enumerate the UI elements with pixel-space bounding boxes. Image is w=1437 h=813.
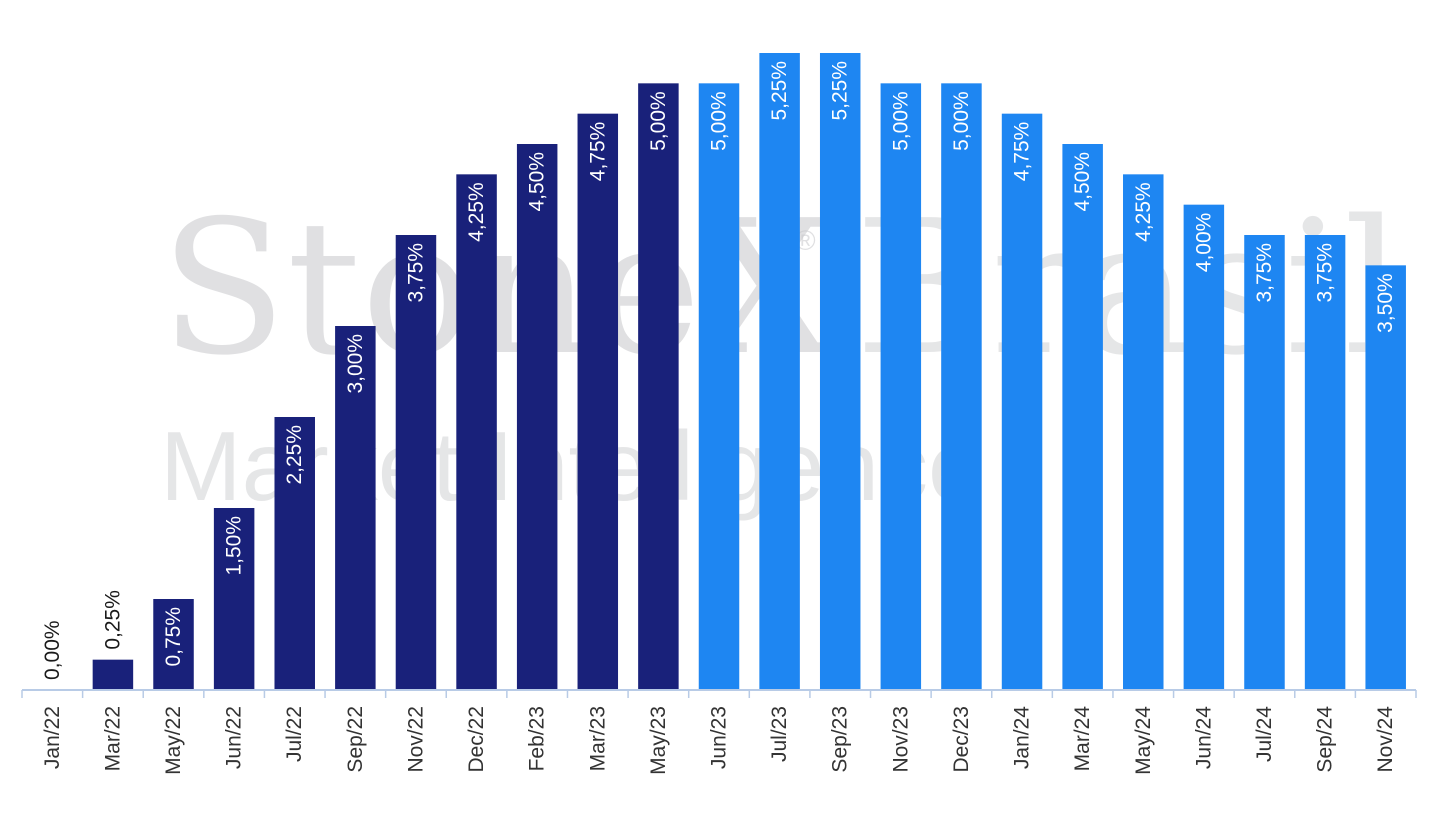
- x-tick-label: Nov/23: [889, 706, 912, 773]
- bar: [92, 659, 134, 690]
- x-tick-label: Dec/22: [465, 706, 488, 773]
- data-label: 4,50%: [1071, 152, 1094, 212]
- x-axis-tick-labels: Jan/22 Mar/22 May/22 Jun/22 Jul/22 Sep/22 Nov/…: [41, 706, 1397, 775]
- data-label: 3,75%: [404, 243, 427, 303]
- x-tick-label: Sep/23: [829, 706, 852, 773]
- bar: [274, 417, 315, 690]
- data-label: 5,00%: [647, 91, 670, 151]
- x-tick-label: Mar/24: [1071, 706, 1094, 772]
- bar: [880, 83, 922, 691]
- bar: [941, 83, 982, 691]
- data-label: 3,75%: [1253, 243, 1276, 303]
- data-label: 4,75%: [1011, 122, 1034, 182]
- data-label: 4,25%: [1132, 182, 1155, 242]
- data-label: 4,50%: [526, 152, 549, 212]
- data-label: 3,50%: [1374, 273, 1397, 333]
- data-label: 0,75%: [162, 607, 185, 667]
- bar: [1304, 235, 1346, 690]
- x-axis-ticks: [21, 690, 1417, 698]
- x-tick-label: Dec/23: [950, 706, 973, 773]
- x-tick-label: Nov/24: [1374, 706, 1397, 773]
- x-tick-label: Nov/22: [404, 706, 427, 773]
- data-label: 5,25%: [768, 61, 791, 121]
- data-label: 0,00%: [41, 620, 64, 680]
- data-label: 4,75%: [586, 122, 609, 182]
- data-label: 1,50%: [223, 516, 246, 576]
- bars: [92, 53, 1406, 691]
- bar: [1365, 265, 1406, 690]
- bar: [1244, 235, 1285, 690]
- data-label: 5,00%: [889, 91, 912, 151]
- data-label: 5,00%: [708, 91, 731, 151]
- x-tick-label: May/23: [647, 706, 670, 775]
- x-tick-label: Sep/24: [1314, 706, 1337, 773]
- bar: [759, 53, 800, 690]
- data-label: 3,75%: [1314, 243, 1337, 303]
- x-tick-label: Jun/23: [708, 706, 731, 769]
- data-label: 0,25%: [101, 590, 124, 650]
- bar: [153, 599, 194, 690]
- x-tick-label: Jan/24: [1011, 706, 1034, 769]
- data-label: 5,25%: [829, 61, 852, 121]
- x-tick-label: Jun/22: [223, 706, 246, 769]
- data-label: 4,25%: [465, 182, 488, 242]
- x-tick-label: Mar/23: [586, 706, 609, 771]
- x-tick-label: Jul/24: [1253, 706, 1276, 762]
- bar: [638, 83, 679, 691]
- bar: [395, 235, 437, 690]
- bar: [1123, 174, 1164, 691]
- bar: [1001, 113, 1043, 690]
- x-tick-label: May/24: [1132, 706, 1155, 775]
- data-label: 2,25%: [283, 425, 306, 485]
- bar: [698, 83, 740, 691]
- bar: [335, 326, 376, 690]
- data-labels: 0,00% 0,25% 0,75% 1,50% 2,25% 3,00% 3,75% 4,25%…: [41, 61, 1397, 680]
- bar: [1183, 204, 1225, 690]
- x-tick-label: May/22: [162, 706, 185, 775]
- bar: [819, 53, 861, 690]
- bar: [456, 174, 497, 691]
- x-tick-label: Jan/22: [41, 706, 64, 769]
- bar: [516, 144, 558, 690]
- x-tick-label: Jul/22: [283, 706, 306, 762]
- x-tick-label: Jul/23: [768, 706, 791, 762]
- bar: [213, 508, 255, 690]
- x-tick-label: Mar/22: [101, 706, 124, 771]
- x-tick-label: Sep/22: [344, 706, 367, 773]
- data-label: 5,00%: [950, 91, 973, 151]
- bar: [577, 113, 619, 690]
- x-tick-label: Jun/24: [1192, 706, 1215, 769]
- x-tick-label: Feb/23: [526, 706, 549, 771]
- data-label: 3,00%: [344, 334, 367, 394]
- watermark-registered: ®: [795, 225, 816, 256]
- data-label: 4,00%: [1192, 213, 1215, 273]
- bar: [1062, 144, 1103, 690]
